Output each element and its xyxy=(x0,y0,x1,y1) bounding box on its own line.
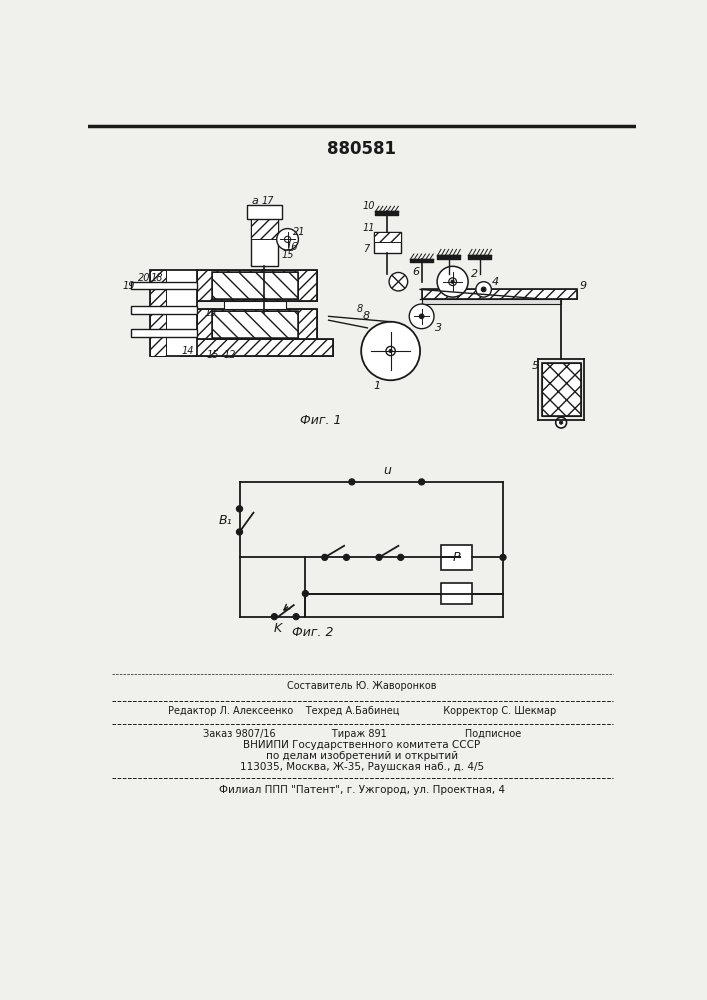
Circle shape xyxy=(437,266,468,297)
Text: Составитель Ю. Жаворонков: Составитель Ю. Жаворонков xyxy=(287,681,437,691)
Bar xyxy=(373,232,401,242)
Circle shape xyxy=(419,314,424,319)
Bar xyxy=(441,583,472,604)
Circle shape xyxy=(449,278,457,286)
Circle shape xyxy=(389,272,408,291)
Bar xyxy=(151,270,166,356)
Text: 113035, Москва, Ж-35, Раушская наб., д. 4/5: 113035, Москва, Ж-35, Раушская наб., д. … xyxy=(240,762,484,772)
Bar xyxy=(224,301,286,309)
Circle shape xyxy=(293,614,299,620)
Text: 880581: 880581 xyxy=(327,140,397,158)
Circle shape xyxy=(500,554,506,560)
Text: 5: 5 xyxy=(532,361,539,371)
Text: 7: 7 xyxy=(363,244,369,254)
Bar xyxy=(421,299,561,304)
Text: по делам изобретений и открытий: по делам изобретений и открытий xyxy=(266,751,458,761)
Circle shape xyxy=(361,322,420,380)
Bar xyxy=(251,216,279,266)
Bar xyxy=(197,309,317,339)
Text: 10: 10 xyxy=(363,201,375,211)
Circle shape xyxy=(271,614,277,620)
Text: 15: 15 xyxy=(206,350,218,360)
Bar xyxy=(131,329,197,337)
Circle shape xyxy=(481,287,486,292)
Bar xyxy=(197,309,317,339)
Text: 8: 8 xyxy=(362,311,369,321)
Bar xyxy=(151,270,197,356)
Circle shape xyxy=(284,236,291,242)
Text: Фиг. 1: Фиг. 1 xyxy=(300,414,341,427)
Text: a: a xyxy=(252,196,259,206)
Bar xyxy=(182,339,332,356)
Bar xyxy=(251,216,279,239)
Circle shape xyxy=(556,417,566,428)
Circle shape xyxy=(451,280,454,283)
Circle shape xyxy=(419,479,425,485)
Text: 21: 21 xyxy=(293,227,305,237)
Bar xyxy=(131,306,197,314)
Circle shape xyxy=(389,349,392,353)
Circle shape xyxy=(397,554,404,560)
Text: u: u xyxy=(382,464,391,477)
Text: 8: 8 xyxy=(356,304,363,314)
Circle shape xyxy=(476,282,491,297)
Bar xyxy=(247,205,282,219)
Bar xyxy=(441,545,472,570)
Circle shape xyxy=(344,554,349,560)
Text: B₁: B₁ xyxy=(218,514,233,527)
Text: 16: 16 xyxy=(285,242,298,252)
Circle shape xyxy=(276,229,298,250)
Text: 3: 3 xyxy=(435,323,443,333)
Bar xyxy=(212,272,298,299)
Bar xyxy=(542,363,580,416)
Bar xyxy=(212,311,298,338)
Text: 19: 19 xyxy=(122,281,135,291)
Circle shape xyxy=(386,346,395,356)
Circle shape xyxy=(376,554,382,560)
Circle shape xyxy=(236,506,243,512)
Text: Филиал ППП "Патент", г. Ужгород, ул. Проектная, 4: Филиал ППП "Патент", г. Ужгород, ул. Про… xyxy=(219,785,505,795)
Text: K: K xyxy=(274,622,282,635)
Text: 1: 1 xyxy=(373,381,380,391)
Text: 14: 14 xyxy=(181,346,194,356)
Bar xyxy=(421,299,561,304)
Text: 4: 4 xyxy=(491,277,499,287)
Bar xyxy=(212,311,298,338)
Text: 9: 9 xyxy=(579,281,586,291)
Text: Редактор Л. Алексеенко    Техред А.Бабинец              Корректор С. Шекмар: Редактор Л. Алексеенко Техред А.Бабинец … xyxy=(168,706,556,716)
Circle shape xyxy=(322,554,328,560)
Text: 13: 13 xyxy=(204,308,217,318)
Circle shape xyxy=(409,304,434,329)
Text: 17: 17 xyxy=(262,196,274,206)
Text: 18: 18 xyxy=(151,273,163,283)
Circle shape xyxy=(559,421,563,424)
Circle shape xyxy=(349,479,355,485)
Bar xyxy=(373,232,401,253)
Bar xyxy=(197,270,317,301)
Text: 20: 20 xyxy=(138,273,151,283)
Text: Фиг. 2: Фиг. 2 xyxy=(293,626,334,639)
Text: 15: 15 xyxy=(281,250,294,260)
Bar xyxy=(212,272,298,299)
Circle shape xyxy=(303,590,308,597)
Bar xyxy=(542,363,580,416)
Bar xyxy=(197,270,317,301)
Text: Заказ 9807/16                  Тираж 891                         Подписное: Заказ 9807/16 Тираж 891 Подписное xyxy=(203,729,521,739)
Text: P: P xyxy=(452,551,460,564)
Text: 2: 2 xyxy=(471,269,478,279)
Circle shape xyxy=(236,529,243,535)
Text: 11: 11 xyxy=(363,223,375,233)
Bar xyxy=(421,289,577,299)
Bar xyxy=(131,282,197,289)
Text: ВНИИПИ Государственного комитета СССР: ВНИИПИ Государственного комитета СССР xyxy=(243,740,481,750)
Text: 6: 6 xyxy=(412,267,419,277)
Text: 12: 12 xyxy=(224,350,236,360)
Bar xyxy=(421,289,577,299)
Bar xyxy=(182,339,332,356)
